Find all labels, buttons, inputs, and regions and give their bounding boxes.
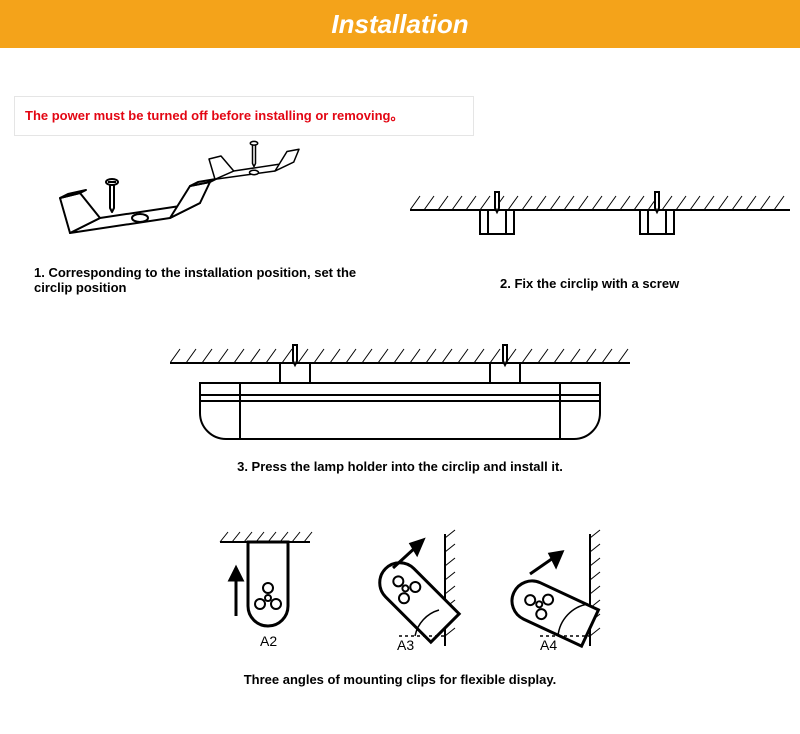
angle-label-a4: A4 [540,637,557,653]
step2-block: 2. Fix the circlip with a screw [410,138,790,295]
step2-diagram [410,188,790,258]
angle-label-a3: A3 [397,637,414,653]
step2-caption: 2. Fix the circlip with a screw [500,276,790,291]
content-area: The power must be turned off before inst… [0,96,800,689]
angles-diagram: A2 [170,528,630,658]
step3-block: 3. Press the lamp holder into the circli… [10,343,790,476]
step1-block: 1. Corresponding to the installation pos… [10,138,410,295]
page-title: Installation [331,9,468,40]
angles-block: A2 [10,528,790,689]
header-bar: Installation [0,0,800,48]
step3-caption: 3. Press the lamp holder into the circli… [237,459,563,474]
step1-caption: 1. Corresponding to the installation pos… [34,265,394,295]
row-steps-1-2: 1. Corresponding to the installation pos… [10,138,790,295]
warning-box: The power must be turned off before inst… [14,96,474,136]
angles-caption: Three angles of mounting clips for flexi… [244,672,557,687]
step1-diagram [50,138,310,253]
step3-diagram [170,343,630,441]
warning-text: The power must be turned off before inst… [25,108,403,123]
angle-label-a2: A2 [260,633,277,649]
